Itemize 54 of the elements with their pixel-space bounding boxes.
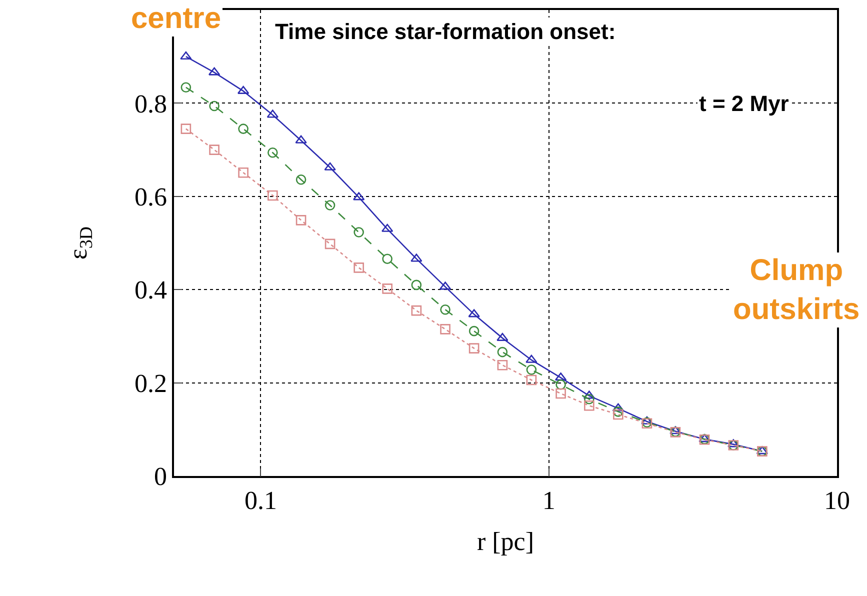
point — [382, 254, 392, 264]
point — [526, 374, 537, 386]
point — [556, 380, 566, 390]
annotation: Time since star-formation onset: — [275, 19, 616, 44]
point — [670, 426, 682, 434]
point — [238, 124, 248, 134]
point — [209, 144, 220, 155]
annotation: centre — [131, 2, 222, 35]
y-tick-label: 0.2 — [134, 368, 168, 398]
point — [296, 174, 306, 185]
y-tick-label: 0.8 — [134, 89, 168, 118]
point — [180, 51, 192, 60]
annotation: t = 2 Myr — [699, 91, 790, 116]
point — [180, 124, 192, 134]
point — [411, 305, 422, 316]
point — [728, 439, 740, 448]
point — [209, 100, 220, 112]
x-axis-title: r [pc] — [476, 527, 534, 556]
point — [584, 394, 594, 404]
point — [268, 190, 278, 201]
x-tick-label: 10 — [824, 486, 850, 515]
point — [440, 324, 450, 334]
point — [295, 135, 307, 144]
point — [354, 262, 364, 273]
point — [584, 400, 594, 411]
point — [180, 82, 192, 93]
y-tick-label: 0.4 — [134, 276, 168, 305]
point — [354, 227, 364, 238]
point — [268, 147, 278, 158]
point — [411, 280, 422, 290]
point — [556, 388, 566, 399]
x-tick-label: 0.1 — [244, 486, 277, 515]
point — [497, 360, 508, 370]
point — [468, 309, 480, 318]
point — [613, 406, 624, 417]
point — [410, 254, 422, 262]
point — [296, 215, 306, 226]
annotation: Clump outskirts — [733, 254, 860, 326]
x-tick-label: 1 — [542, 486, 556, 515]
point — [468, 343, 480, 354]
point — [382, 284, 392, 294]
point — [613, 409, 624, 420]
y-tick-label: 0 — [154, 462, 168, 492]
point — [238, 167, 248, 178]
point — [526, 364, 537, 375]
point — [497, 346, 508, 358]
point — [324, 162, 336, 170]
point — [526, 354, 538, 363]
point — [468, 326, 480, 336]
point — [496, 332, 508, 341]
point — [440, 304, 450, 315]
point — [324, 238, 336, 250]
y-tick-label: 0.6 — [134, 182, 168, 212]
point — [324, 200, 336, 210]
